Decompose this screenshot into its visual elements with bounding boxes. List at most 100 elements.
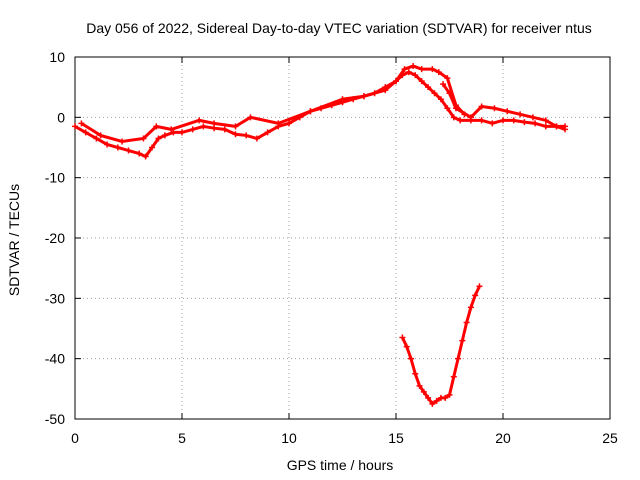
data-point <box>476 283 483 290</box>
x-tick-label: 15 <box>388 430 404 446</box>
data-point <box>450 114 457 121</box>
data-point <box>542 123 549 130</box>
data-point <box>521 119 528 126</box>
data-point <box>425 394 432 401</box>
y-axis-label: SDTVAR / TECUs <box>6 184 22 296</box>
data-point <box>510 117 517 124</box>
y-tick-label: -30 <box>45 290 65 306</box>
data-point <box>253 135 260 142</box>
data-point <box>360 93 367 100</box>
data-point <box>489 120 496 127</box>
data-point <box>429 66 436 73</box>
data-point <box>452 105 459 112</box>
data-point <box>339 96 346 103</box>
data-point <box>142 153 149 160</box>
data-point <box>264 129 271 136</box>
data-point <box>444 105 451 112</box>
ticks <box>74 56 611 420</box>
data-point <box>82 129 89 136</box>
data-point <box>382 87 389 94</box>
data-point <box>444 75 451 82</box>
y-tick-label: -20 <box>45 230 65 246</box>
y-tick-label: -10 <box>45 170 65 186</box>
data-point <box>467 304 474 311</box>
data-point <box>446 90 453 97</box>
series-main <box>72 69 569 160</box>
data-point <box>196 117 203 124</box>
data-point <box>401 66 408 73</box>
data-point <box>189 126 196 133</box>
data-point <box>529 114 536 121</box>
data-point <box>136 150 143 157</box>
data-point <box>243 132 250 139</box>
data-point <box>104 141 111 148</box>
data-point <box>232 131 239 138</box>
x-tick-label: 10 <box>281 430 297 446</box>
data-point <box>442 394 449 401</box>
x-tick-label: 20 <box>495 430 511 446</box>
data-point <box>393 78 399 85</box>
data-point <box>412 72 419 79</box>
data-point <box>553 123 560 130</box>
data-point <box>418 78 425 85</box>
data-point <box>459 337 466 344</box>
data-point <box>161 132 168 139</box>
series-main-upper <box>78 63 468 145</box>
data-point <box>431 90 438 97</box>
data-point <box>433 397 440 404</box>
x-tick-labels: 0 5 10 15 20 25 <box>71 430 618 446</box>
data-point <box>446 391 453 398</box>
data-point <box>93 135 100 142</box>
data-point <box>418 66 425 73</box>
data-point <box>407 355 414 362</box>
x-tick-label: 25 <box>602 430 618 446</box>
x-tick-label: 0 <box>71 430 79 446</box>
y-tick-labels: 10 0 -10 -20 -30 -40 -50 <box>45 49 65 427</box>
data-point <box>455 355 462 362</box>
data-point <box>450 373 457 380</box>
data-point <box>149 144 156 151</box>
data-point <box>221 126 228 133</box>
data-point <box>114 144 121 151</box>
data-series <box>72 63 569 407</box>
data-point <box>410 63 417 70</box>
data-point <box>478 117 485 124</box>
data-point <box>437 96 444 103</box>
y-tick-label: 10 <box>49 49 65 65</box>
data-point <box>286 120 292 127</box>
data-point <box>542 117 549 124</box>
data-point <box>405 69 412 76</box>
data-point <box>440 81 447 88</box>
data-point <box>416 382 423 389</box>
data-point <box>140 135 147 142</box>
data-point <box>491 105 498 112</box>
data-point <box>504 108 511 115</box>
data-point <box>403 343 410 350</box>
grid <box>75 57 610 419</box>
data-point <box>500 117 506 124</box>
data-point <box>467 114 474 121</box>
y-tick-label: -40 <box>45 351 65 367</box>
data-point <box>168 126 175 133</box>
data-point <box>420 388 427 395</box>
x-tick-label: 5 <box>178 430 186 446</box>
data-point <box>429 400 436 407</box>
data-point <box>435 69 442 76</box>
chart-title: Day 056 of 2022, Sidereal Day-to-day VTE… <box>86 20 592 36</box>
data-point <box>307 108 314 115</box>
data-point <box>478 103 485 110</box>
data-point <box>247 114 254 121</box>
data-point <box>425 84 432 91</box>
data-point <box>412 370 419 377</box>
data-point <box>155 135 162 142</box>
data-point <box>562 126 569 133</box>
data-point <box>275 120 282 127</box>
series-line <box>441 83 566 131</box>
y-tick-label: -50 <box>45 411 65 427</box>
data-point <box>463 319 470 326</box>
data-point <box>232 123 239 130</box>
data-point <box>399 334 406 341</box>
data-point <box>170 129 177 136</box>
